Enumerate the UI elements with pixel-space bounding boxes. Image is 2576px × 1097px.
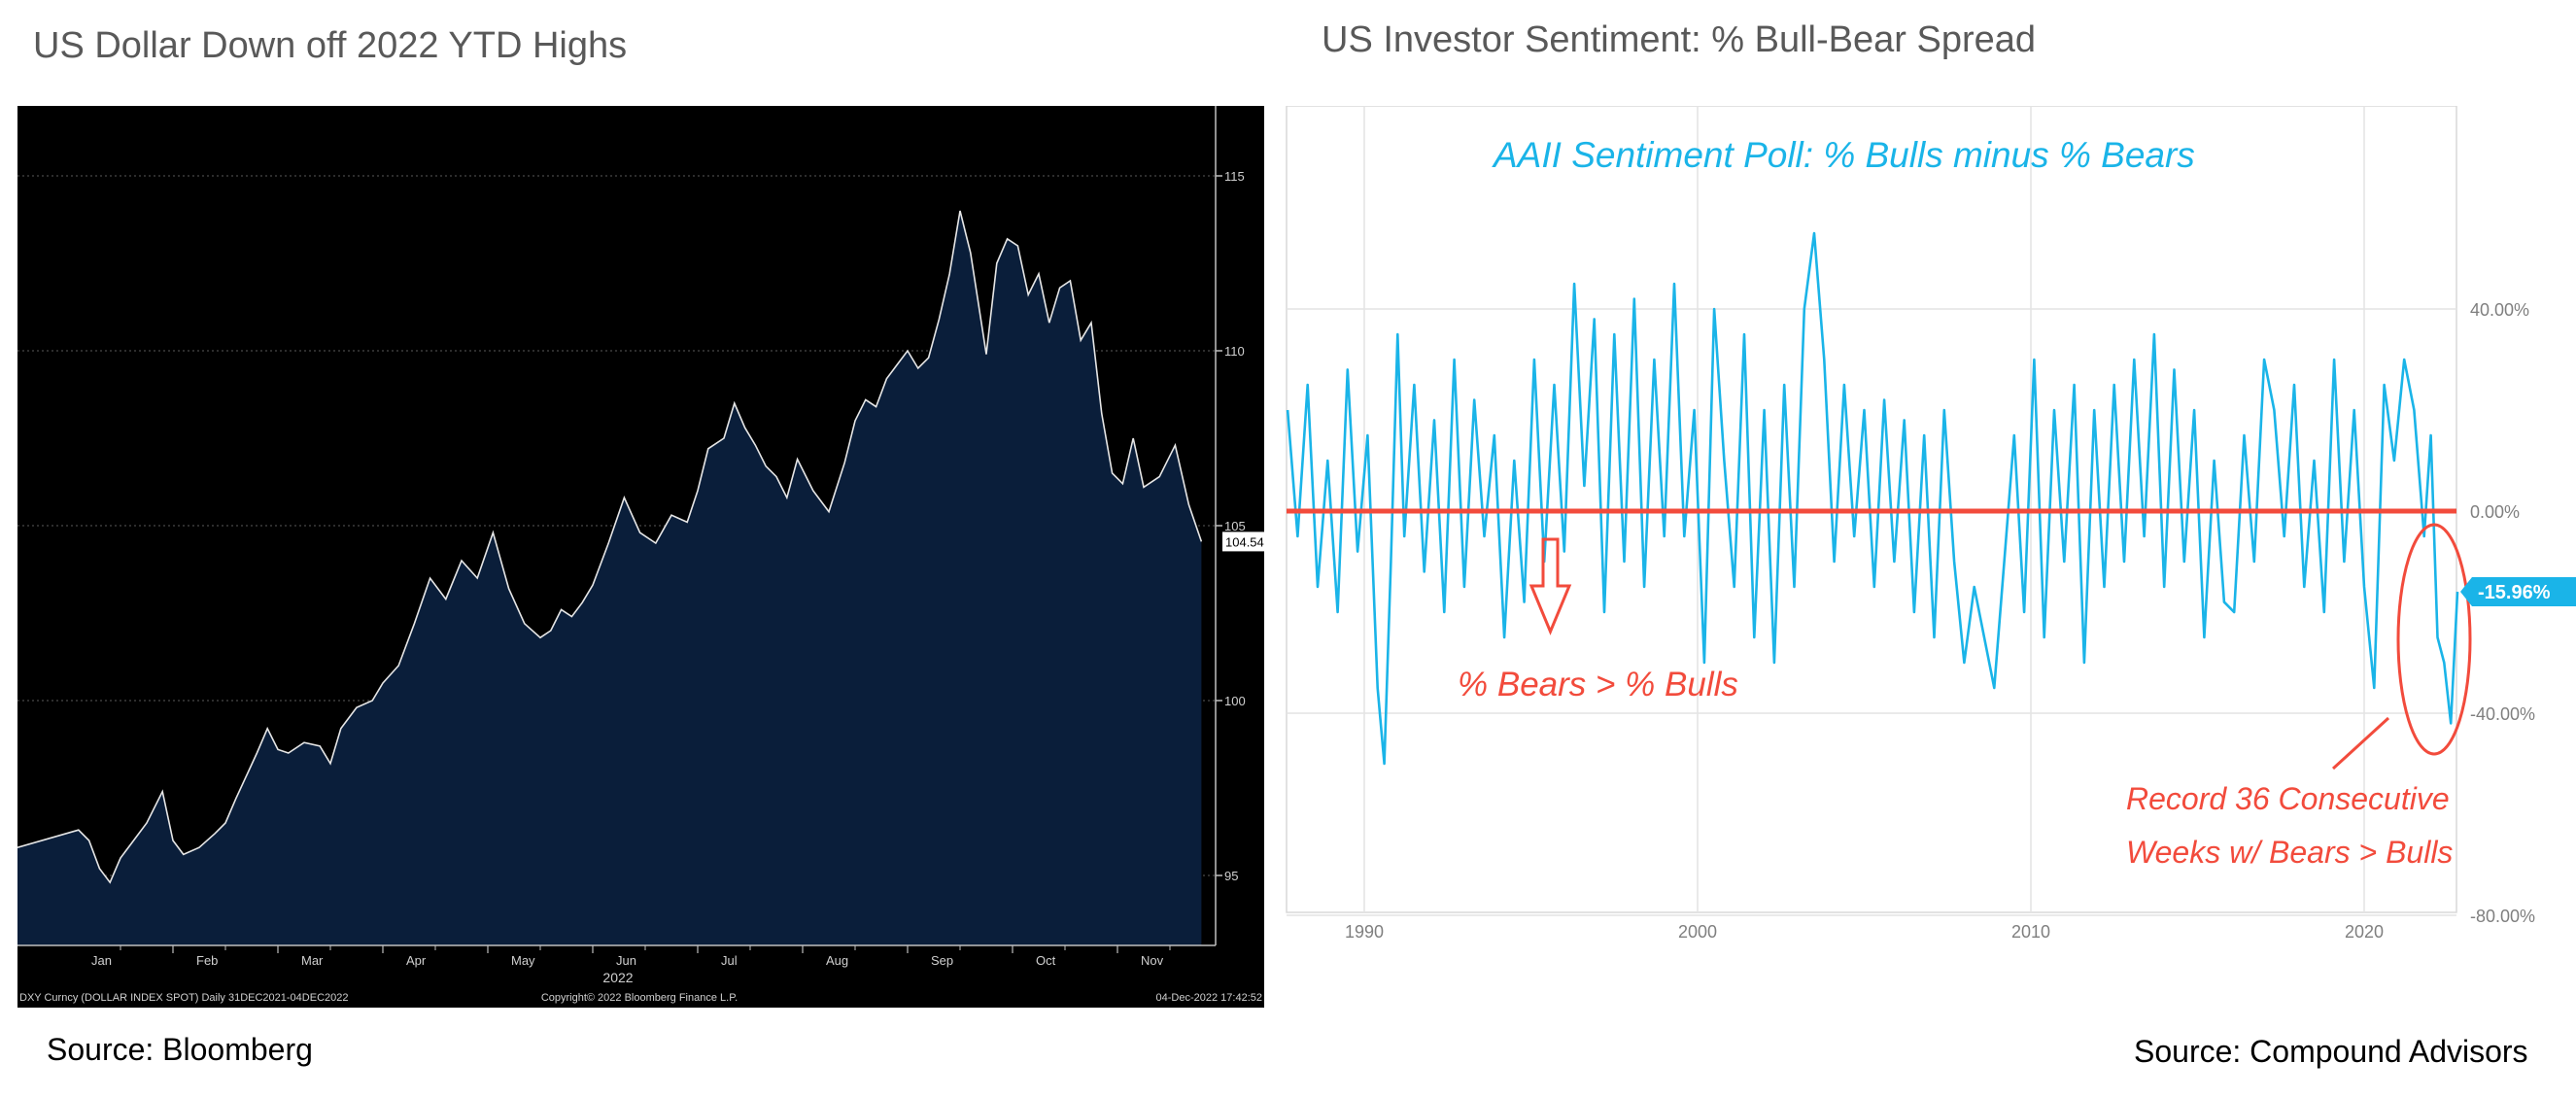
aaii-last-value-label: -15.96%: [2478, 582, 2551, 603]
record-callout-arrow: [2331, 716, 2390, 771]
left-chart-title: US Dollar Down off 2022 YTD Highs: [33, 25, 628, 66]
down-arrow-icon: [1528, 537, 1572, 635]
right-chart-title: US Investor Sentiment: % Bull-Bear Sprea…: [1322, 19, 2037, 60]
aaii-xtick-label: 2020: [2345, 922, 2384, 942]
dxy-footer-left: DXY Curncy (DOLLAR INDEX SPOT) Daily 31D…: [19, 992, 348, 1004]
aaii-ytick-label: 40.00%: [2470, 300, 2529, 320]
aaii-last-value-tag: -15.96%: [2460, 577, 2576, 606]
dxy-xtick-label: May: [511, 953, 535, 968]
aaii-series-line: [1286, 231, 2459, 766]
dxy-ytick-label: 100: [1224, 694, 1246, 708]
dxy-area-fill: [17, 211, 1202, 945]
dxy-xtick-label: Mar: [301, 953, 324, 968]
aaii-chart: 40.00% 0.00% -40.00% -80.00% 1990 2000 2010 20…: [1286, 105, 2576, 942]
dxy-chart-panel: 95 100 105 110 115 Jan Feb Mar Apr May Jun Jul Aug S…: [17, 106, 1271, 1008]
dxy-ytick-label: 105: [1224, 519, 1246, 533]
dxy-xtick-label: Oct: [1036, 953, 1056, 968]
record-highlight-ellipse: [2396, 523, 2472, 756]
aaii-chart-subtitle: AAII Sentiment Poll: % Bulls minus % Bea…: [1492, 135, 2195, 175]
aaii-chart-panel: 40.00% 0.00% -40.00% -80.00% 1990 2000 2010 20…: [1283, 105, 2576, 942]
dxy-xtick-label: Apr: [406, 953, 427, 968]
dxy-ytick-label: 110: [1224, 344, 1245, 359]
dxy-series-line: [17, 210, 1203, 884]
dxy-ytick-label: 95: [1224, 869, 1238, 883]
aaii-ytick-label: -80.00%: [2470, 907, 2535, 926]
dxy-year-label: 2022: [602, 970, 633, 985]
dxy-last-value-label: 104.545: [1225, 534, 1264, 549]
aaii-xtick-label: 2000: [1678, 922, 1717, 942]
record-weeks-label-line1: Record 36 Consecutive: [2126, 781, 2450, 816]
dxy-xtick-label: Nov: [1141, 953, 1164, 968]
aaii-xtick-label: 2010: [2011, 922, 2050, 942]
right-source-label: Source: Compound Advisors: [2134, 1034, 2528, 1069]
dxy-xtick-label: Aug: [826, 953, 848, 968]
dxy-xtick-label: Jul: [721, 953, 738, 968]
record-weeks-label-line2: Weeks w/ Bears > Bulls: [2126, 835, 2453, 870]
dxy-xtick-label: Sep: [931, 953, 953, 968]
left-source-label: Source: Bloomberg: [47, 1032, 313, 1067]
dxy-footer-center: Copyright© 2022 Bloomberg Finance L.P.: [541, 992, 738, 1004]
dxy-xtick-label: Jun: [616, 953, 636, 968]
bears-gt-bulls-label: % Bears > % Bulls: [1458, 666, 1738, 703]
dxy-chart: 95 100 105 110 115 Jan Feb Mar Apr May Jun Jul Aug S…: [17, 106, 1271, 1008]
dxy-last-value-tag: 104.545: [1222, 531, 1271, 552]
dxy-xtick-label: Feb: [196, 953, 218, 968]
dxy-xtick-label: Jan: [91, 953, 112, 968]
aaii-ytick-label: -40.00%: [2470, 704, 2535, 724]
dxy-footer-right: 04-Dec-2022 17:42:52: [1156, 992, 1262, 1004]
dxy-ytick-label: 115: [1224, 169, 1245, 184]
aaii-xtick-label: 1990: [1345, 922, 1384, 942]
aaii-ytick-label: 0.00%: [2470, 502, 2520, 522]
